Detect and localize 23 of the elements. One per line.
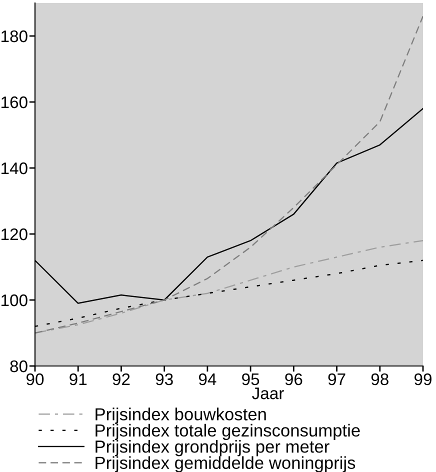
x-tick-label: 95 — [242, 373, 260, 386]
line-series — [35, 16, 423, 334]
y-tick-label: 100 — [2, 294, 28, 306]
y-tick-label: 140 — [2, 162, 28, 174]
x-tick-label: 99 — [414, 373, 432, 386]
legend-label: Prijsindex grondprijs per meter — [96, 440, 330, 456]
x-tick-label: 92 — [112, 373, 130, 386]
x-axis-title: Jaar — [252, 388, 284, 400]
legend-label: Prijsindex bouwkosten — [96, 408, 266, 424]
legend-label: Prijsindex gemiddelde woningprijs — [96, 456, 356, 472]
x-tick-label: 97 — [328, 373, 346, 386]
y-tick-label: 120 — [2, 228, 28, 240]
x-tick-label: 94 — [198, 373, 216, 386]
x-tick-label: 91 — [70, 373, 87, 386]
y-tick-label: 160 — [2, 96, 28, 108]
x-tick-label: 96 — [285, 373, 302, 386]
y-tick-label: 80 — [10, 360, 28, 372]
x-tick-label: 98 — [371, 373, 388, 386]
x-tick-label: 93 — [156, 373, 173, 386]
y-tick-label: 180 — [2, 30, 28, 42]
x-tick-label: 90 — [26, 373, 44, 386]
legend-label: Prijsindex totale gezinsconsumptie — [96, 424, 360, 440]
line-series — [35, 240, 423, 334]
